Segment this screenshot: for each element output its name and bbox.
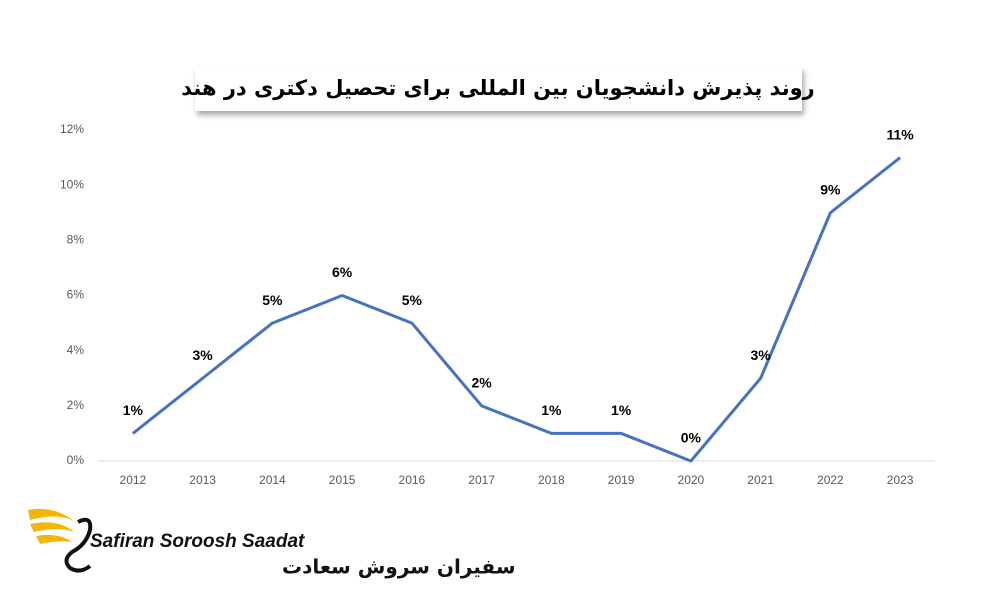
y-tick-label: 12% (60, 122, 84, 136)
x-tick-label: 2023 (887, 473, 914, 487)
x-tick-label: 2015 (329, 473, 356, 487)
data-label: 9% (820, 181, 841, 197)
data-label: 1% (123, 402, 144, 418)
x-tick-label: 2018 (538, 473, 565, 487)
line (131, 156, 902, 463)
x-tick-label: 2013 (189, 473, 216, 487)
data-label: 5% (402, 292, 423, 308)
data-label: 3% (751, 347, 772, 363)
y-tick-label: 4% (67, 343, 85, 357)
data-label: 3% (193, 347, 214, 363)
title-box (195, 67, 802, 111)
logo-swan (64, 517, 93, 573)
y-tick-label: 2% (67, 398, 85, 412)
y-tick-label: 10% (60, 177, 84, 191)
data-label: 1% (541, 402, 562, 418)
data-label: 2% (472, 375, 493, 391)
x-tick-label: 2014 (259, 473, 286, 487)
data-label: 0% (681, 430, 702, 446)
logo-persian: سفیران سروش سعادت (282, 555, 516, 579)
logo-latin: Safiran Soroosh Saadat (90, 531, 305, 552)
logo: Safiran Soroosh Saadat سفیران سروش سعادت (28, 508, 516, 579)
x-tick-label: 2022 (817, 473, 844, 487)
data-label: 6% (332, 264, 353, 280)
x-tick-label: 2021 (747, 473, 774, 487)
x-tick-label: 2012 (120, 473, 147, 487)
data-label: 11% (887, 126, 915, 142)
x-tick-label: 2020 (678, 473, 705, 487)
x-tick-label: 2019 (608, 473, 635, 487)
x-tick-label: 2016 (399, 473, 426, 487)
chart-title: روند پذیرش دانشجویان بین المللی برای تحص… (181, 76, 814, 100)
x-tick-label: 2017 (468, 473, 495, 487)
data-label: 5% (262, 292, 283, 308)
y-tick-label: 6% (67, 288, 85, 302)
y-tick-label: 8% (67, 233, 85, 247)
y-tick-label: 0% (67, 453, 85, 467)
data-label: 1% (611, 402, 632, 418)
logo-wing (28, 508, 75, 544)
